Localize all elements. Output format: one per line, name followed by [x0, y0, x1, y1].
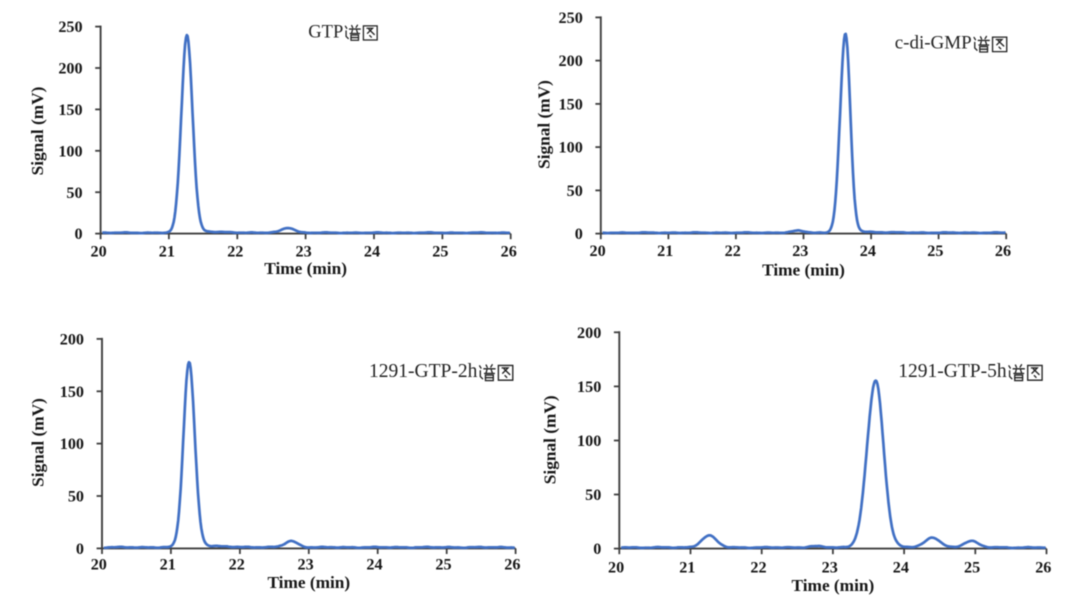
- svg-text:250: 250: [58, 18, 82, 36]
- svg-text:200: 200: [559, 52, 583, 70]
- svg-text:25: 25: [435, 556, 451, 574]
- svg-text:50: 50: [66, 184, 82, 202]
- svg-text:0: 0: [76, 540, 84, 558]
- svg-text:20: 20: [608, 559, 624, 577]
- svg-text:21: 21: [679, 559, 695, 577]
- svg-text:Signal (mV): Signal (mV): [541, 395, 560, 484]
- svg-text:26: 26: [501, 243, 517, 261]
- svg-text:GTP: GTP: [308, 23, 343, 43]
- svg-text:24: 24: [860, 242, 876, 260]
- svg-text:Signal (mV): Signal (mV): [28, 87, 47, 176]
- svg-text:23: 23: [296, 243, 312, 261]
- svg-text:100: 100: [58, 142, 82, 160]
- svg-text:1291-GTP-2h: 1291-GTP-2h: [369, 361, 478, 382]
- svg-text:21: 21: [159, 243, 175, 261]
- svg-text:23: 23: [822, 559, 838, 577]
- svg-text:0: 0: [575, 225, 583, 243]
- svg-text:50: 50: [585, 486, 601, 504]
- svg-text:1291-GTP-5h: 1291-GTP-5h: [898, 361, 1007, 382]
- svg-text:22: 22: [227, 243, 243, 261]
- svg-text:22: 22: [229, 556, 245, 574]
- svg-text:Time (min): Time (min): [264, 259, 347, 278]
- svg-text:22: 22: [750, 559, 766, 577]
- svg-text:100: 100: [60, 435, 84, 453]
- svg-text:200: 200: [577, 324, 601, 342]
- svg-text:c-di-GMP: c-di-GMP: [895, 33, 972, 54]
- svg-text:20: 20: [91, 556, 107, 574]
- svg-text:200: 200: [60, 331, 84, 349]
- svg-text:Signal (mV): Signal (mV): [29, 398, 48, 487]
- svg-text:150: 150: [577, 378, 601, 396]
- svg-text:250: 250: [559, 9, 583, 27]
- svg-text:26: 26: [995, 242, 1011, 260]
- svg-text:50: 50: [68, 488, 84, 506]
- svg-text:Signal (mV): Signal (mV): [535, 80, 554, 169]
- svg-text:21: 21: [657, 242, 673, 260]
- svg-text:150: 150: [60, 383, 84, 401]
- svg-text:200: 200: [58, 60, 82, 78]
- svg-text:22: 22: [725, 242, 741, 260]
- svg-text:150: 150: [559, 96, 583, 114]
- svg-text:25: 25: [964, 559, 980, 577]
- svg-text:0: 0: [75, 225, 83, 243]
- svg-text:23: 23: [298, 556, 314, 574]
- svg-text:Time (min): Time (min): [267, 573, 350, 592]
- svg-text:Time (min): Time (min): [792, 576, 875, 595]
- svg-text:20: 20: [590, 242, 606, 260]
- svg-text:23: 23: [792, 242, 808, 260]
- svg-text:100: 100: [559, 139, 583, 157]
- svg-text:50: 50: [567, 182, 583, 200]
- svg-text:26: 26: [504, 556, 520, 574]
- svg-text:24: 24: [893, 559, 909, 577]
- svg-text:25: 25: [927, 242, 943, 260]
- svg-text:150: 150: [58, 101, 82, 119]
- svg-text:20: 20: [91, 243, 107, 261]
- svg-text:25: 25: [432, 243, 448, 261]
- svg-text:0: 0: [593, 540, 601, 558]
- svg-text:24: 24: [366, 556, 382, 574]
- svg-text:100: 100: [577, 432, 601, 450]
- svg-text:21: 21: [160, 556, 176, 574]
- svg-text:24: 24: [364, 243, 380, 261]
- svg-text:Time (min): Time (min): [762, 261, 845, 280]
- svg-text:26: 26: [1035, 559, 1051, 577]
